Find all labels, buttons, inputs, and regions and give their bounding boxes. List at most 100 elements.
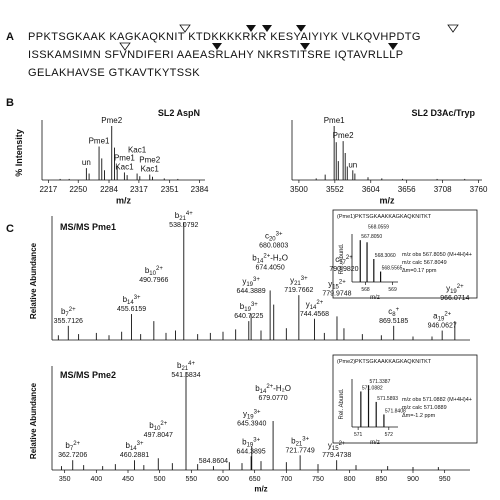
ion-index: 7 [70, 446, 74, 452]
panel-label: C [6, 223, 14, 235]
peak-mz-label: 719.7662 [284, 287, 313, 294]
ion-type: y [328, 441, 332, 450]
filled-triangle [300, 43, 310, 50]
peak-label: Pme2 [333, 131, 354, 140]
peak-mz-label: 362.7206 [58, 452, 87, 459]
ion-type: b [65, 441, 70, 450]
ion-type: y [328, 279, 332, 288]
ion-type: b [242, 437, 247, 446]
ion-label: b102+ [145, 266, 163, 277]
ion-type: b [291, 436, 296, 445]
ion-index: 8 [392, 312, 396, 318]
x-tick-label: 2351 [161, 185, 179, 194]
x-tick-label: 2284 [100, 185, 118, 194]
ion-index: 19 [247, 414, 254, 420]
ion-charge: 2+ [160, 421, 167, 427]
y-axis-label: Rel. Abund. [339, 388, 345, 419]
ion-charge: 2+ [69, 307, 76, 313]
ion-type: y [243, 409, 247, 418]
ion-type: b [61, 307, 66, 316]
x-tick-label: 2250 [69, 185, 87, 194]
ion-label: b193+ [240, 302, 258, 313]
ion-charge: 2+ [339, 441, 346, 447]
x-tick-label: 450 [122, 476, 134, 483]
ion-index: 14 [260, 389, 267, 395]
ion-index: 19 [450, 289, 457, 295]
ion-label: y152+ [328, 279, 346, 290]
peak-mz-label: 644.3895 [237, 448, 266, 455]
sequence-line: GELAKHAVSE GTKAVTKYTSSK [28, 67, 200, 79]
ion-type: b [123, 295, 128, 304]
peak-label: 571.5893 [377, 396, 398, 402]
x-tick-label: 650 [249, 476, 261, 483]
ion-charge: 3+ [301, 276, 308, 282]
ion-charge: 2+ [457, 284, 464, 290]
peak-label: 571.8408 [385, 408, 406, 414]
x-tick-label: 2217 [39, 185, 57, 194]
peak-label: Kac1 [128, 146, 147, 155]
y-axis-label: Rel. Abund. [339, 243, 345, 274]
chart-title: (Pme2)PKTSGKAAKKAGKAQKNITKT [337, 359, 432, 365]
x-tick-label: 550 [185, 476, 197, 483]
peak-label: un [82, 158, 91, 167]
x-tick-label: 750 [312, 476, 324, 483]
ion-index: 19 [246, 282, 253, 288]
open-triangle [447, 24, 459, 33]
ion-type: b [149, 421, 154, 430]
ion-type: b [252, 253, 257, 262]
ion-type: c [265, 232, 269, 241]
filled-triangle [388, 43, 398, 50]
peak-label: Kac1 [115, 162, 134, 171]
x-tick-label: 3760 [470, 185, 488, 194]
peak-mz-label: 721.7749 [286, 447, 315, 454]
ion-index: 19 [438, 317, 445, 323]
ion-index: 19 [247, 442, 254, 448]
ion-index: 14 [257, 258, 264, 264]
x-tick-label: 600 [217, 476, 229, 483]
ion-type: a [433, 312, 438, 321]
ion-charge: 2+ [266, 384, 273, 390]
ion-type: y [446, 284, 450, 293]
x-tick-label: 3500 [290, 185, 308, 194]
ion-label: y193+ [242, 277, 260, 288]
peak-mz-label: 644.3889 [237, 288, 266, 295]
peak-mz-label: 460.2881 [120, 452, 149, 459]
ion-index: 10 [149, 271, 156, 277]
ion-label: b142+-H₂O [255, 384, 291, 395]
annotation: Δm=-1.2 ppm [402, 413, 436, 419]
ion-label: c172+ [335, 255, 353, 266]
peak-mz-label: 869.5185 [379, 318, 408, 325]
ion-index: 14 [310, 305, 317, 311]
ion-index: 21 [294, 281, 301, 287]
ion-label: a192+ [433, 312, 451, 323]
ion-type: b [240, 302, 245, 311]
panel-label: B [6, 97, 14, 109]
peak-mz-label: 779.9748 [322, 290, 351, 297]
ion-index: 15 [332, 284, 339, 290]
ion-charge: 2+ [263, 253, 270, 259]
x-tick-label: 350 [59, 476, 71, 483]
ion-index: 17 [339, 260, 346, 266]
open-triangle [119, 42, 131, 51]
ion-charge: 3+ [254, 409, 261, 415]
x-tick-label: 572 [385, 432, 394, 438]
peak-mz-label: 680.0803 [259, 243, 288, 250]
x-axis-label: m/z [254, 484, 267, 493]
ion-charge: 3+ [302, 436, 309, 442]
ion-loss: -H₂O [273, 384, 291, 393]
peak-label: 571.0882 [362, 385, 383, 391]
ion-charge: 4+ [186, 211, 193, 217]
inset-frame [332, 354, 478, 444]
ion-index: 14 [130, 446, 137, 452]
chart-title: SL2 D3Ac/Tryp [411, 108, 475, 118]
x-tick-label: 500 [154, 476, 166, 483]
peak-label: Pme1 [324, 116, 345, 125]
peak-label: un [348, 160, 357, 169]
x-axis-label: m/z [370, 295, 380, 301]
sequence-line: ISSKAMSIMN SFVNDIFERI AAEASRLAHY NKRSTIT… [28, 49, 404, 61]
ion-index: 21 [296, 441, 303, 447]
x-tick-label: 569 [388, 287, 397, 293]
ion-label: y142+ [306, 300, 324, 311]
peak-mz-label: 790.9820 [329, 266, 358, 273]
peak-mz-label: 645.3940 [237, 420, 266, 427]
